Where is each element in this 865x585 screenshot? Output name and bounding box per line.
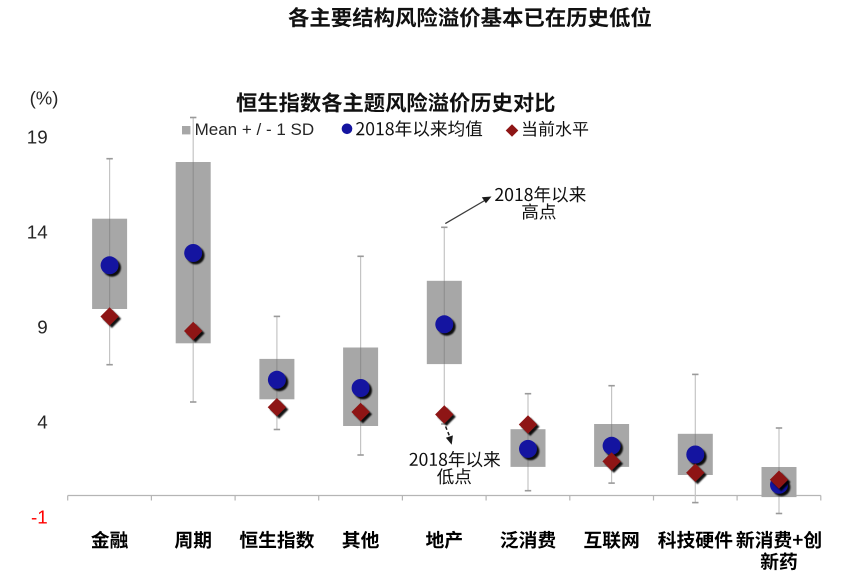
svg-text:19: 19 [27, 126, 48, 147]
svg-text:(%): (%) [30, 87, 59, 108]
svg-text:4: 4 [37, 411, 47, 432]
svg-text:14: 14 [27, 221, 48, 242]
svg-text:-1: -1 [31, 506, 48, 527]
svg-text:Mean + / - 1 SD: Mean + / - 1 SD [195, 120, 315, 139]
svg-text:9: 9 [37, 316, 47, 337]
